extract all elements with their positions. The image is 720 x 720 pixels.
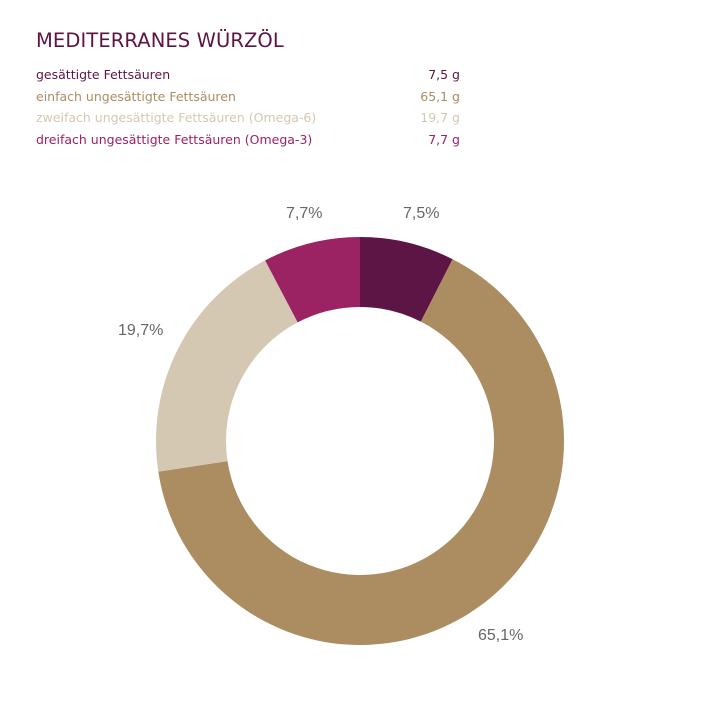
legend-row-saturated: gesättigte Fettsäuren 7,5 g [36, 64, 460, 86]
donut-slices [156, 237, 564, 645]
slice-saturated [360, 237, 453, 322]
legend-value: 7,5 g [428, 67, 460, 82]
slice-percent-label: 7,5% [403, 205, 440, 222]
slice-percent-label: 19,7% [118, 322, 164, 339]
legend-value: 65,1 g [420, 88, 460, 104]
legend-value: 19,7 g [420, 110, 460, 125]
chart-title: MEDITERRANES WÜRZÖL [36, 29, 284, 52]
legend-row-omega6: zweifach ungesättigte Fettsäuren (Omega-… [36, 107, 460, 129]
slice-omega6 [156, 260, 298, 472]
legend-row-omega3: dreifach ungesättigte Fettsäuren (Omega-… [36, 129, 460, 151]
slice-monounsaturated [158, 259, 564, 645]
legend-label: zweifach ungesättigte Fettsäuren (Omega-… [36, 110, 317, 125]
legend-label: einfach ungesättigte Fettsäuren [36, 88, 236, 104]
legend-row-monounsaturated: einfach ungesättigte Fettsäuren 65,1 g [36, 86, 460, 108]
slice-percent-label: 7,7% [286, 205, 323, 222]
legend-label: gesättigte Fettsäuren [36, 67, 171, 82]
legend-value: 7,7 g [428, 131, 460, 147]
legend-label: dreifach ungesättigte Fettsäuren (Omega-… [36, 131, 313, 147]
slice-omega3 [265, 237, 360, 323]
slice-percent-label: 65,1% [478, 627, 524, 644]
legend: gesättigte Fettsäuren 7,5 g einfach unge… [36, 64, 460, 150]
